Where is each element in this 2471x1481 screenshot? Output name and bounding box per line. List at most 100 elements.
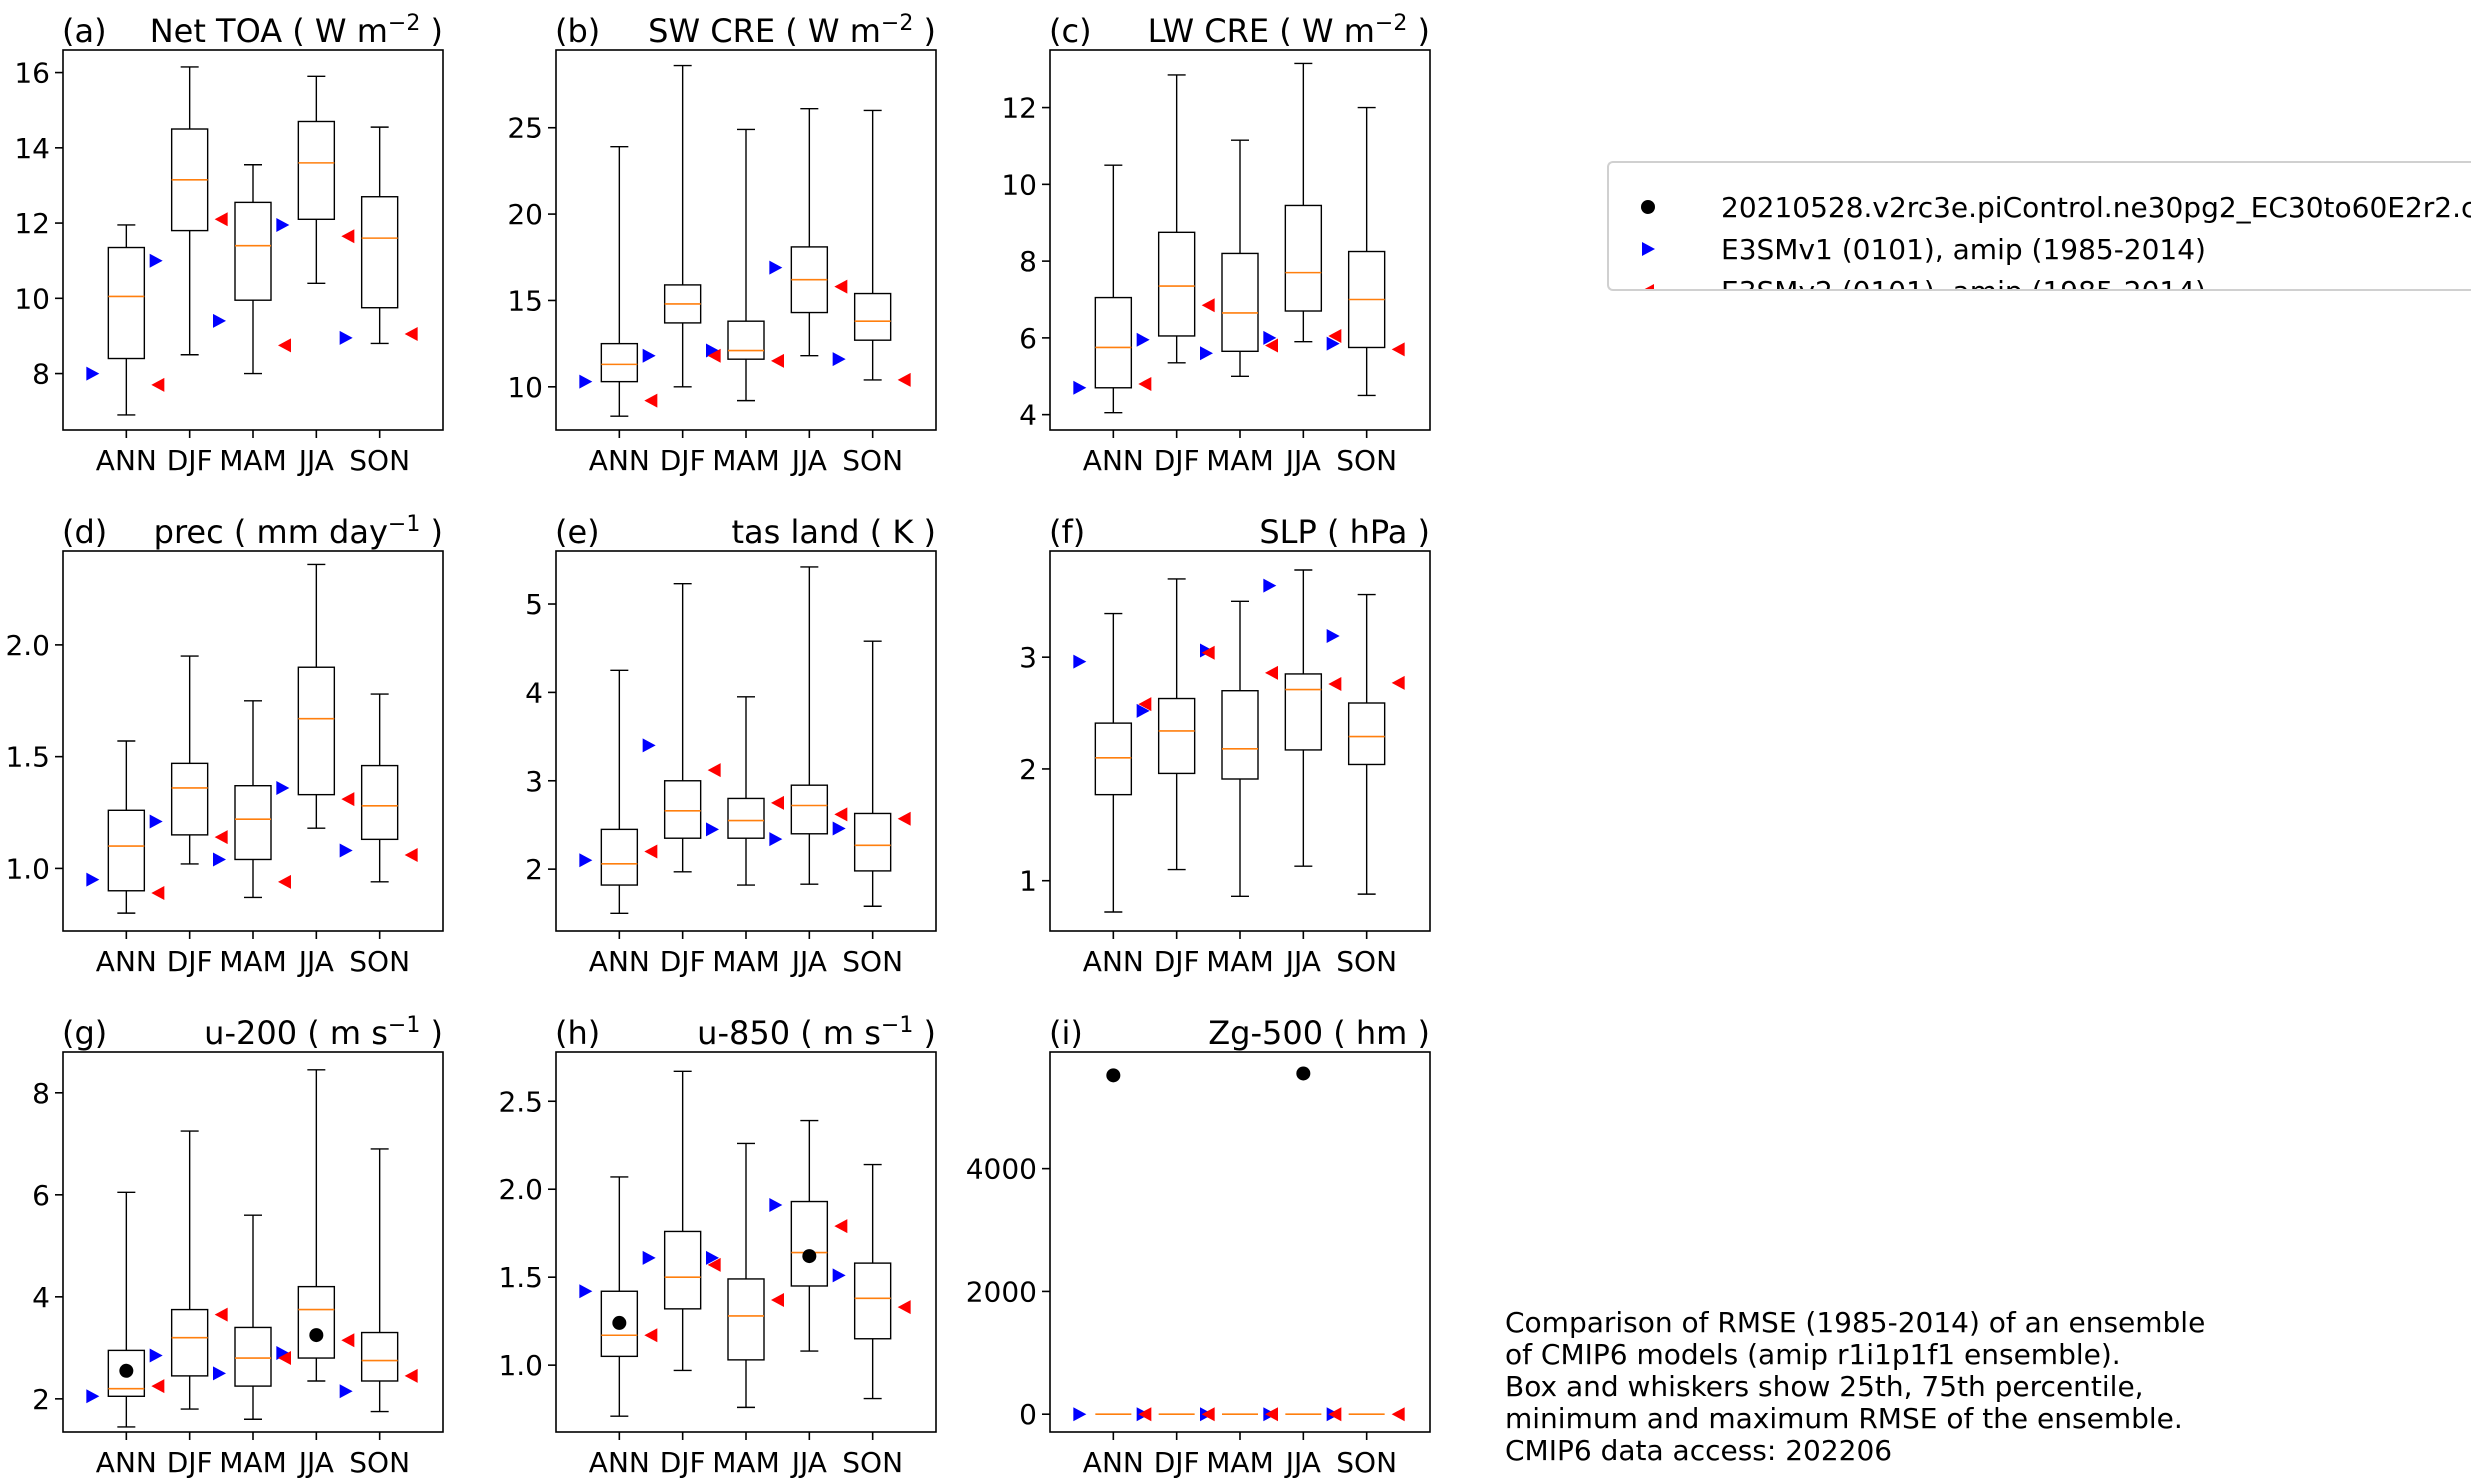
- x-tick-label: ANN: [96, 444, 157, 477]
- box-ann: [107, 740, 146, 914]
- box-ann: [107, 1191, 146, 1428]
- axes-frame: [1049, 1051, 1431, 1433]
- e3smv1-marker: [642, 738, 656, 753]
- e3smv2-marker: [1328, 1407, 1342, 1422]
- e3smv2-marker: [341, 792, 355, 807]
- e3smv1-marker: [276, 1345, 290, 1360]
- box-iqr: [600, 828, 639, 886]
- x-tick-label: SON: [349, 444, 410, 477]
- subplot-d: (d) prec ( mm day−1 ) 1.0 1.5 2.0 ANN DJF MAM JJ…: [5, 512, 444, 978]
- box-ann: [1094, 164, 1133, 414]
- box-mam: [234, 700, 272, 899]
- box-iqr: [1221, 252, 1259, 353]
- box-mam: [727, 696, 765, 886]
- triangle-left-marker-icon: [1633, 276, 1663, 289]
- e3smv2-marker: [897, 372, 911, 387]
- e3smv1-marker: [642, 348, 656, 363]
- e3smv2-marker: [341, 1333, 355, 1348]
- e3smv1-marker: [832, 352, 846, 367]
- e3smv2-marker: [1138, 1407, 1152, 1422]
- x-tick-label: MAM: [712, 1446, 779, 1479]
- box-iqr: [107, 246, 146, 360]
- legend-item-test: 20210528.v2rc3e.piControl.ne30pg2_EC30to…: [1633, 187, 2471, 227]
- e3smv1-marker: [579, 1284, 593, 1299]
- x-tick-label: DJF: [1154, 444, 1200, 477]
- box-iqr: [1284, 673, 1323, 751]
- e3smv2-marker: [1391, 675, 1405, 690]
- y-tick-label: 1.5: [498, 1261, 543, 1294]
- e3smv2-marker: [644, 844, 658, 859]
- e3smv1-marker: [706, 343, 719, 358]
- e3smv1-marker: [1073, 380, 1087, 395]
- e3smv2-marker: [214, 830, 228, 845]
- e3smv1-marker: [1200, 346, 1213, 361]
- box-jja: [1284, 569, 1323, 867]
- subplot-h: (h) u-850 ( m s−1 ) 1.0 1.5 2.0 2.5 ANN DJF MAM J…: [498, 1013, 937, 1479]
- box-iqr: [1157, 231, 1196, 337]
- e3smv1-marker: [339, 843, 353, 858]
- e3smv2-marker: [278, 1351, 291, 1366]
- x-tick-label: MAM: [219, 444, 286, 477]
- box-son: [360, 126, 399, 345]
- subplot-i: (i) Zg-500 ( hm ) 0 2000 4000 ANN DJF MAM JJA SON: [966, 1014, 1431, 1479]
- e3smv2-marker: [341, 229, 355, 244]
- e3smv2-marker: [1265, 338, 1278, 353]
- e3smv2-marker: [644, 393, 658, 408]
- y-tick-label: 8: [1019, 245, 1037, 278]
- x-tick-label: MAM: [1206, 444, 1273, 477]
- box-djf: [663, 64, 702, 388]
- e3smv2-marker: [1391, 342, 1405, 357]
- box-iqr: [727, 797, 765, 839]
- box-iqr: [1094, 722, 1133, 796]
- e3smv1-marker: [1263, 578, 1277, 593]
- box-djf: [663, 1070, 702, 1372]
- panel-label: (c): [1049, 12, 1092, 50]
- x-tick-label: SON: [842, 444, 903, 477]
- x-tick-label: JJA: [297, 444, 334, 477]
- box-jja: [790, 566, 829, 885]
- caption-line: Comparison of RMSE (1985-2014) of an ens…: [1505, 1306, 2206, 1339]
- x-tick-label: JJA: [1284, 945, 1321, 978]
- e3smv1-marker: [1326, 628, 1340, 643]
- e3smv1-marker: [642, 1250, 656, 1265]
- y-tick-label: 8: [32, 1077, 50, 1110]
- panel-label: (g): [62, 1014, 107, 1052]
- box-son: [853, 1163, 892, 1400]
- x-tick-label: MAM: [1206, 1446, 1273, 1479]
- box-iqr: [727, 320, 765, 360]
- box-mam: [1221, 600, 1259, 898]
- e3smv2-marker: [404, 1368, 418, 1383]
- test-marker: [309, 1328, 324, 1343]
- subplot-title: prec ( mm day−1 ): [154, 512, 443, 552]
- subplot-title: tas land ( K ): [731, 513, 936, 551]
- e3smv1-marker: [1136, 332, 1150, 347]
- box-son: [360, 1148, 399, 1413]
- box-iqr: [600, 342, 639, 383]
- y-tick-label: 4: [1019, 399, 1037, 432]
- box-iqr: [107, 809, 146, 892]
- box-iqr: [790, 1200, 829, 1287]
- y-tick-label: 1: [1019, 865, 1037, 898]
- subplot-b: (b) SW CRE ( W m−2 ) 10 15 20 25 ANN DJF MAM JJA S…: [507, 11, 937, 477]
- e3smv1-marker: [213, 852, 226, 867]
- x-tick-label: ANN: [96, 945, 157, 978]
- box-iqr: [360, 764, 399, 841]
- subplot-title: LW CRE ( W m−2 ): [1148, 11, 1430, 51]
- e3smv1-marker: [769, 260, 783, 275]
- subplot-f: (f) SLP ( hPa ) 1 2 3 ANN DJF MAM JJA SON: [1019, 513, 1431, 978]
- e3smv2-marker: [151, 1379, 165, 1394]
- box-ann: [107, 224, 146, 416]
- x-tick-label: DJF: [167, 444, 213, 477]
- box-iqr: [170, 1308, 209, 1377]
- y-tick-label: 4: [525, 676, 543, 709]
- x-tick-label: DJF: [1154, 1446, 1200, 1479]
- e3smv2-marker: [771, 1293, 784, 1308]
- e3smv2-marker: [897, 811, 911, 826]
- y-tick-label: 10: [14, 282, 50, 315]
- test-marker: [119, 1363, 134, 1378]
- panel-label: (d): [62, 513, 107, 551]
- subplot-title: Net TOA ( W m−2 ): [150, 11, 443, 51]
- subplot-title: SW CRE ( W m−2 ): [648, 11, 936, 51]
- y-tick-label: 6: [32, 1179, 50, 1212]
